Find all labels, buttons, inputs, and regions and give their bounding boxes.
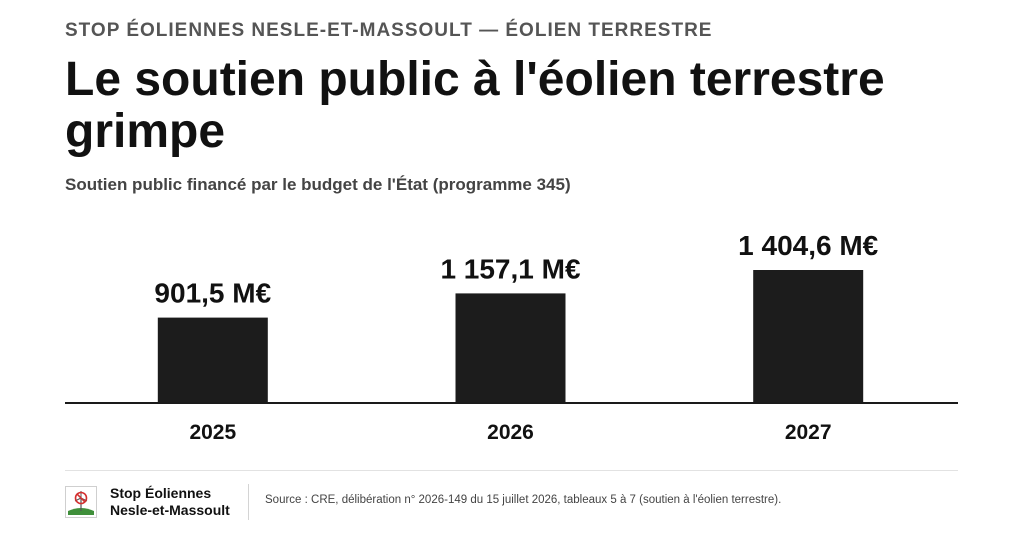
data-label-2026: 1 157,1 M€: [440, 253, 581, 284]
bar-2026: [455, 293, 566, 403]
chart-subtitle: Soutien public financé par le budget de …: [65, 175, 571, 194]
x-tick-label-2025: 2025: [189, 421, 236, 444]
bar-2027: [753, 270, 864, 403]
kicker: STOP ÉOLIENNES NESLE-ET-MASSOULT — ÉOLIE…: [65, 20, 713, 41]
source-note: Source : CRE, délibération n° 2026-149 d…: [265, 494, 782, 506]
organization-name: Stop Éoliennes Nesle-et-Massoult: [110, 485, 230, 519]
footer-vertical-divider: [248, 484, 249, 520]
bar-chart: 901,5 M€ 2025 1 157,1 M€ 2026 1 404,6 M€ 2027: [65, 230, 958, 444]
organization-name-line1: Stop Éoliennes: [110, 485, 212, 501]
chart-title: Le soutien public à l'éolien terrestre g…: [65, 53, 885, 158]
x-tick-label-2026: 2026: [487, 421, 534, 444]
footer-divider-line: [65, 470, 958, 471]
bar-2025: [157, 317, 268, 403]
bars-layer: 901,5 M€ 2025 1 157,1 M€ 2026 1 404,6 M€ 2027: [154, 230, 878, 444]
wind-turbine-logo-icon: [65, 486, 97, 518]
data-label-2025: 901,5 M€: [154, 278, 271, 309]
data-label-2027: 1 404,6 M€: [738, 230, 879, 261]
organization-name-line2: Nesle-et-Massoult: [110, 502, 230, 518]
x-tick-label-2027: 2027: [785, 421, 832, 444]
